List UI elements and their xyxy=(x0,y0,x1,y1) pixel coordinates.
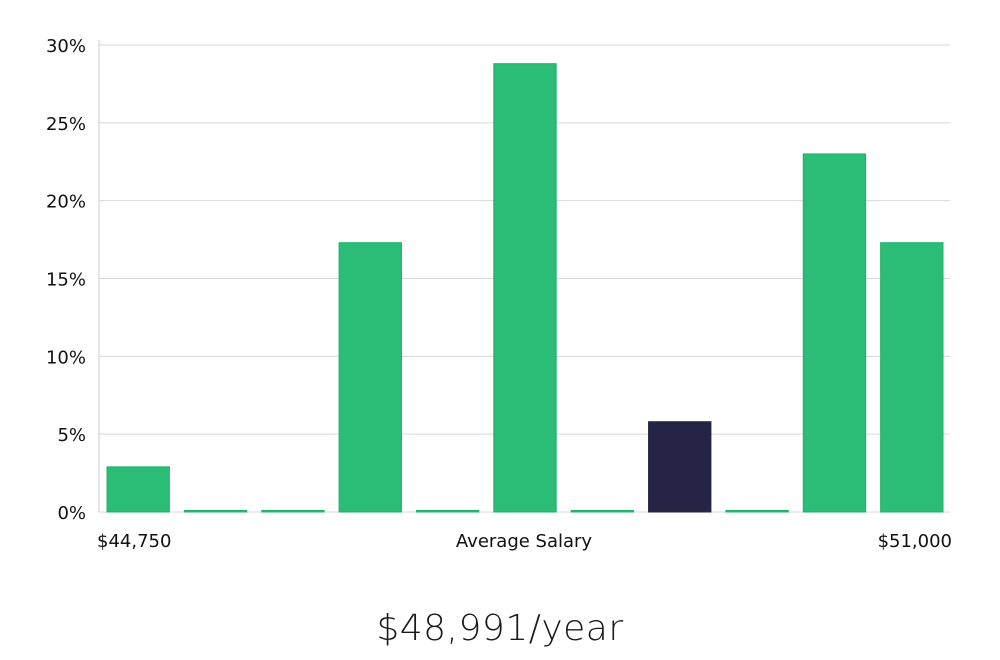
y-tick-label: 10% xyxy=(46,347,86,368)
bar xyxy=(570,510,635,513)
bar xyxy=(415,510,480,513)
y-tick-label: 15% xyxy=(46,270,86,291)
bar xyxy=(493,63,557,513)
x-axis-end-label: $51,000 xyxy=(878,531,952,552)
bars xyxy=(106,63,944,513)
x-axis-start-label: $44,750 xyxy=(97,531,171,552)
y-tick-label: 5% xyxy=(57,425,86,446)
bar xyxy=(106,466,170,513)
bar xyxy=(880,242,944,513)
y-tick-label: 30% xyxy=(46,36,86,57)
bar xyxy=(802,153,867,513)
bar xyxy=(183,510,248,513)
bar xyxy=(338,242,402,513)
average-salary-value: $48,991/year xyxy=(376,608,624,649)
y-tick-label: 25% xyxy=(46,114,86,135)
bar xyxy=(725,510,789,513)
x-axis-title: Average Salary xyxy=(456,531,593,552)
y-axis-ticks: 0% 5% 10% 15% 20% 25% 30% xyxy=(46,36,86,524)
y-tick-label: 20% xyxy=(46,192,86,213)
bar xyxy=(261,510,325,513)
y-tick-label: 0% xyxy=(57,503,86,524)
bar-highlighted xyxy=(648,421,712,513)
